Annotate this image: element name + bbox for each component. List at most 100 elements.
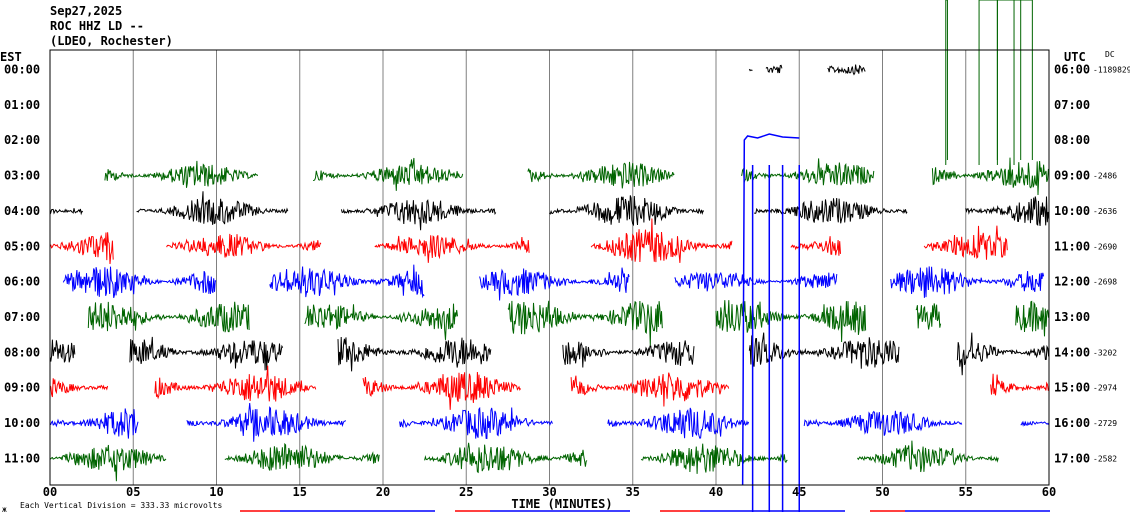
- est-time-label: 08:00: [4, 345, 40, 359]
- trace-segment: [965, 196, 1050, 226]
- x-tick-label: 55: [959, 485, 973, 499]
- trace-segment: [590, 218, 733, 263]
- utc-time-label: 09:00: [1054, 169, 1090, 183]
- trace-segment: [549, 195, 705, 227]
- utc-time-label: 15:00: [1054, 381, 1090, 395]
- event-spike: [996, 0, 1022, 165]
- x-tick-label: 60: [1042, 485, 1056, 499]
- est-time-label: 04:00: [4, 204, 40, 218]
- est-time-label: 07:00: [4, 310, 40, 324]
- est-time-labels: 00:00 01:00 02:00 03:00 04:00 05:00 06:00 07:00…: [4, 63, 40, 466]
- trace-segment: [362, 371, 522, 410]
- trace-segment: [562, 340, 695, 368]
- utc-time-label: 12:00: [1054, 275, 1090, 289]
- trace-segment: [890, 266, 1045, 298]
- event-trace: [741, 133, 800, 486]
- trace-segment: [154, 365, 317, 402]
- trace-segment: [715, 300, 867, 343]
- trace-segment: [990, 373, 1049, 396]
- dc-offset-label: -2582: [1093, 454, 1117, 463]
- event-spike: [945, 0, 948, 165]
- trace-segment: [640, 443, 788, 474]
- dc-offset-label: -2698: [1093, 278, 1117, 287]
- trace-segment: [803, 410, 963, 436]
- trace-segment: [62, 266, 217, 299]
- dc-offset-label: -2729: [1093, 419, 1117, 428]
- x-tick-labels: 00 05 10 15 20 25 30 35 40 45 50 55 60: [43, 485, 1056, 499]
- trace-segment: [790, 236, 841, 256]
- x-tick-label: 25: [459, 485, 473, 499]
- trace-segment: [186, 402, 347, 442]
- utc-time-label: 07:00: [1054, 98, 1090, 112]
- trace-segment: [748, 68, 753, 72]
- date-label: Sep27,2025: [50, 4, 122, 18]
- trace-segment: [374, 235, 530, 263]
- utc-time-label: 14:00: [1054, 345, 1090, 359]
- est-time-label: 03:00: [4, 169, 40, 183]
- utc-time-label: 17:00: [1054, 451, 1090, 465]
- dc-offset-label: -3202: [1093, 348, 1117, 357]
- trace-segment: [741, 158, 875, 186]
- trace-segment: [399, 406, 553, 440]
- x-tick-label: 45: [792, 485, 806, 499]
- x-tick-label: 05: [126, 485, 140, 499]
- trace-segment: [49, 208, 84, 216]
- trace-segment: [507, 300, 663, 346]
- trace-layer: [49, 64, 1050, 482]
- est-time-label: 09:00: [4, 381, 40, 395]
- utc-time-label: 16:00: [1054, 416, 1090, 430]
- station-label: ROC HHZ LD --: [50, 19, 144, 33]
- trace-segment: [479, 267, 630, 301]
- x-tick-label: 00: [43, 485, 57, 499]
- trace-segment: [915, 303, 942, 330]
- trace-segment: [923, 225, 1008, 260]
- trace-segment: [527, 161, 675, 189]
- corner-mark: ж: [2, 505, 7, 514]
- trace-segment: [570, 372, 730, 407]
- x-tick-label: 40: [709, 485, 723, 499]
- trace-segment: [674, 271, 838, 292]
- utc-zone-label: UTC: [1064, 50, 1086, 64]
- trace-segment: [129, 336, 284, 371]
- trace-segment: [224, 442, 380, 471]
- trace-segment: [857, 440, 999, 473]
- dc-offset-label: -2690: [1093, 242, 1117, 251]
- est-time-label: 02:00: [4, 133, 40, 147]
- scale-note: Each Vertical Division = 333.33 microvol…: [20, 501, 222, 510]
- trace-segment: [104, 160, 259, 188]
- est-time-label: 01:00: [4, 98, 40, 112]
- trace-segment: [87, 301, 250, 333]
- utc-time-label: 13:00: [1054, 310, 1090, 324]
- utc-time-labels: 06:00 07:00 08:00 09:00 10:00 11:00 12:00 13:00…: [1054, 63, 1090, 466]
- trace-segment: [1020, 420, 1050, 427]
- trace-segment: [49, 444, 167, 482]
- trace-segment: [136, 191, 289, 225]
- trace-segment: [49, 232, 114, 265]
- est-time-label: 00:00: [4, 63, 40, 77]
- est-time-label: 11:00: [4, 451, 40, 465]
- trace-segment: [931, 157, 1049, 196]
- spike-layer: [741, 0, 1033, 512]
- utc-time-label: 10:00: [1054, 204, 1090, 218]
- x-tick-label: 15: [293, 485, 307, 499]
- trace-segment: [754, 197, 908, 224]
- plot-frame: [49, 49, 1050, 486]
- x-tick-label: 30: [542, 485, 556, 499]
- trace-segment: [765, 64, 783, 74]
- trace-segment: [748, 332, 900, 369]
- x-tick-label: 35: [626, 485, 640, 499]
- trace-segment: [337, 336, 492, 372]
- utc-time-label: 11:00: [1054, 239, 1090, 253]
- trace-segment: [340, 199, 497, 231]
- est-time-label: 05:00: [4, 239, 40, 253]
- x-tick-label: 10: [209, 485, 223, 499]
- event-spike: [978, 0, 998, 165]
- dc-offset-label: -2974: [1093, 384, 1117, 393]
- dc-offset-label: -2636: [1093, 207, 1117, 216]
- est-zone-label: EST: [0, 50, 22, 64]
- event-spike: [1013, 0, 1033, 165]
- est-time-label: 10:00: [4, 416, 40, 430]
- x-tick-label: 50: [875, 485, 889, 499]
- x-axis-label: TIME (MINUTES): [511, 497, 612, 511]
